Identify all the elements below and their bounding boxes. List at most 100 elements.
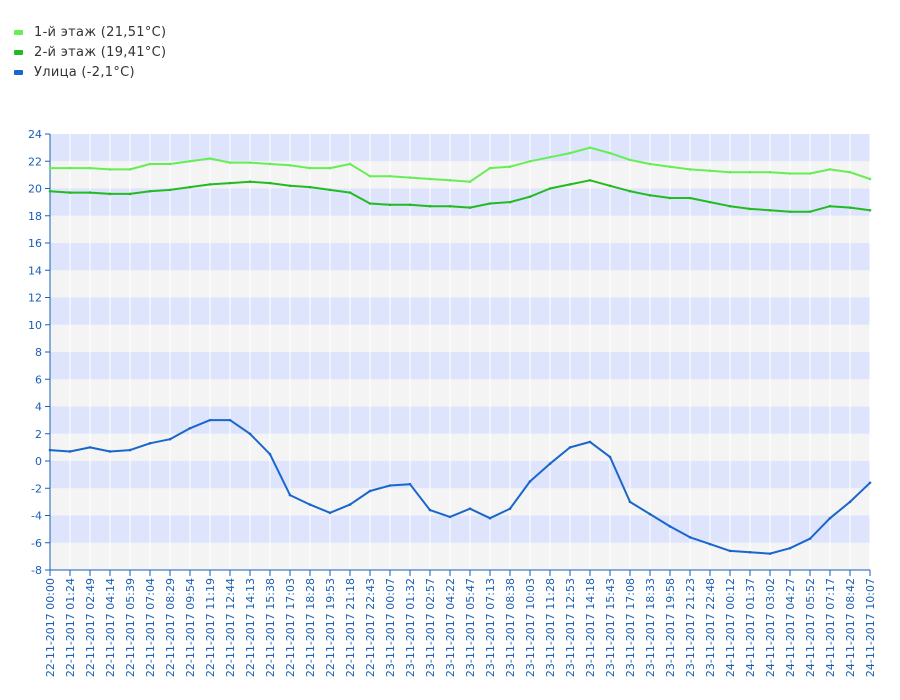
legend-swatch-street — [14, 69, 23, 75]
data-point — [428, 177, 432, 181]
data-point — [348, 162, 352, 166]
data-point — [488, 516, 492, 520]
data-point — [688, 196, 692, 200]
data-point — [788, 172, 792, 175]
x-tick-label: 22-11-2017 01:24 — [64, 578, 77, 677]
x-tick-label: 24-11-2017 07:17 — [824, 578, 837, 677]
data-point — [48, 189, 52, 193]
vertical-gridlines — [49, 134, 871, 570]
legend: 1-й этаж (21,51°C) 2-й этаж (19,41°C) Ул… — [14, 22, 166, 82]
series-line-1 — [49, 179, 871, 213]
data-point — [308, 185, 312, 189]
data-point — [228, 418, 232, 422]
background-band — [50, 297, 870, 325]
data-point — [688, 168, 692, 171]
data-point — [508, 165, 512, 168]
background-band — [50, 134, 870, 162]
data-point — [708, 200, 712, 204]
data-point — [68, 166, 72, 170]
data-point — [528, 480, 532, 483]
series-line-2 — [49, 419, 871, 555]
data-point — [288, 184, 292, 188]
data-point — [588, 146, 592, 149]
x-tick-label: 22-11-2017 11:19 — [204, 578, 217, 677]
data-point — [488, 202, 492, 205]
x-tick-label: 22-11-2017 07:04 — [144, 578, 157, 677]
y-tick-label: -6 — [31, 537, 42, 550]
data-point — [288, 164, 292, 167]
data-point — [468, 507, 472, 510]
y-tick-label: 12 — [28, 292, 42, 305]
x-tick-label: 23-11-2017 21:23 — [684, 578, 697, 677]
data-point — [228, 181, 232, 185]
data-point — [128, 192, 132, 196]
legend-item-street: Улица (-2,1°C) — [14, 62, 166, 82]
y-tick-label: 2 — [35, 428, 42, 441]
x-tick-label: 23-11-2017 12:53 — [564, 578, 577, 677]
data-point — [788, 210, 792, 213]
y-tick-label: 8 — [35, 346, 42, 359]
data-point — [728, 170, 732, 174]
y-tick-label: -2 — [31, 482, 42, 495]
data-point — [428, 508, 432, 512]
background-band — [50, 406, 870, 434]
data-point — [548, 155, 552, 159]
data-point — [228, 161, 232, 164]
data-point — [548, 462, 552, 466]
x-tick-label: 22-11-2017 14:13 — [244, 578, 257, 677]
data-point — [88, 166, 92, 170]
data-point — [748, 550, 752, 554]
background-band — [50, 188, 870, 216]
data-point — [208, 418, 212, 422]
data-point — [728, 204, 732, 208]
data-point — [708, 542, 712, 546]
legend-item-floor2: 2-й этаж (19,41°C) — [14, 42, 166, 62]
data-point — [868, 209, 872, 212]
data-point — [208, 183, 212, 186]
x-tick-label: 22-11-2017 02:49 — [84, 578, 97, 677]
data-point — [188, 427, 192, 430]
background-band — [50, 243, 870, 271]
x-tick-label: 22-11-2017 12:44 — [224, 578, 237, 677]
data-point — [448, 515, 452, 519]
data-point — [608, 184, 612, 188]
data-point — [68, 191, 72, 194]
data-point — [568, 183, 572, 186]
data-point — [328, 511, 332, 515]
x-tick-label: 24-11-2017 00:12 — [724, 578, 737, 677]
data-point — [88, 191, 92, 194]
data-point — [268, 162, 272, 166]
data-point — [528, 159, 532, 163]
data-point — [308, 503, 312, 506]
background-band — [50, 215, 870, 243]
data-point — [188, 159, 192, 163]
data-point — [728, 549, 732, 553]
data-point — [588, 440, 592, 444]
y-tick-label: 16 — [28, 237, 42, 250]
x-tick-label: 23-11-2017 10:03 — [524, 578, 537, 677]
y-tick-label: -8 — [31, 564, 42, 577]
y-tick-label: 18 — [28, 210, 42, 223]
y-tick-label: 24 — [28, 128, 42, 141]
data-point — [108, 192, 112, 196]
data-point — [708, 169, 712, 173]
data-point — [848, 170, 852, 174]
x-tick-label: 22-11-2017 05:39 — [124, 578, 137, 677]
data-point — [768, 552, 772, 555]
data-point — [808, 172, 812, 175]
x-tick-label: 22-11-2017 00:00 — [44, 578, 57, 677]
x-tick-label: 22-11-2017 21:18 — [344, 578, 357, 677]
data-point — [828, 168, 832, 171]
y-tick-label: -4 — [31, 510, 42, 523]
background-band — [50, 324, 870, 352]
x-tick-label: 24-11-2017 08:42 — [844, 578, 857, 677]
background-band — [50, 270, 870, 298]
data-point — [488, 166, 492, 170]
data-point — [588, 179, 592, 182]
x-tick-label: 22-11-2017 08:29 — [164, 578, 177, 677]
data-point — [628, 500, 632, 504]
data-point — [388, 203, 392, 207]
data-point — [768, 209, 772, 212]
